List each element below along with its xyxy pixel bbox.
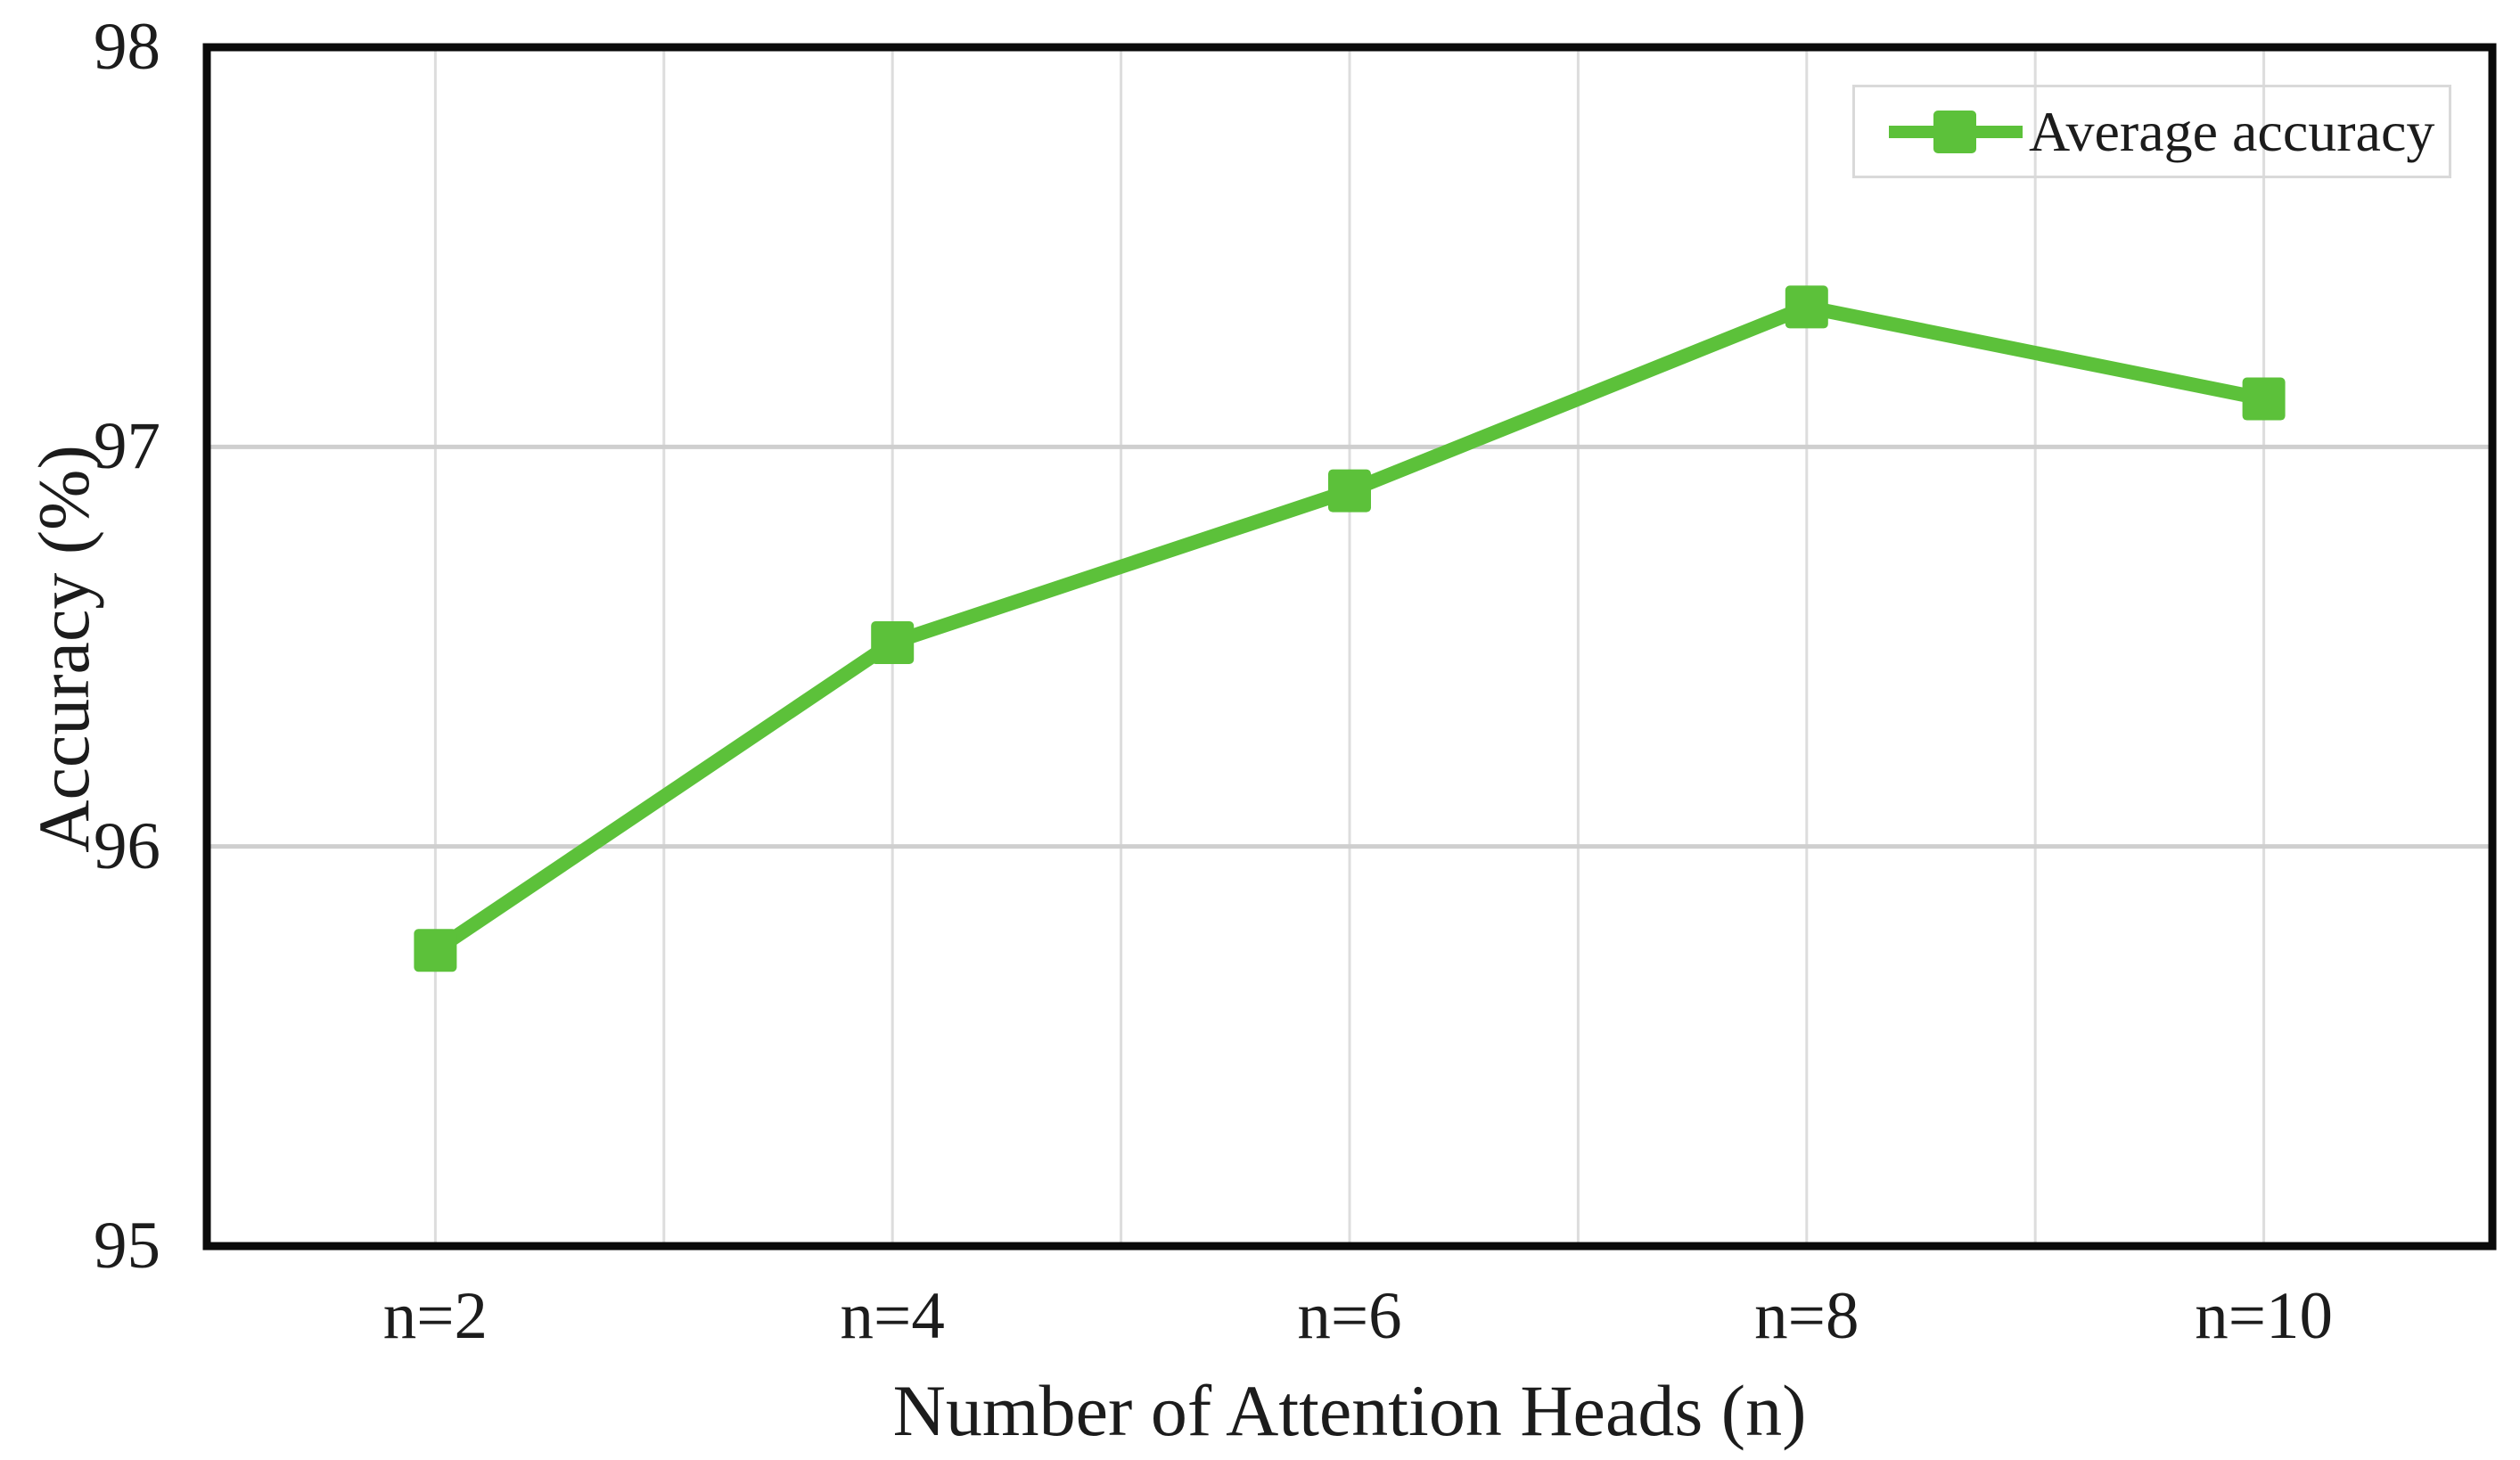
legend: Average accuracy <box>1852 85 2451 178</box>
y-axis-title: Accuracy (%) <box>23 445 104 853</box>
x-tick-label: n=2 <box>382 1279 488 1353</box>
legend-label: Average accuracy <box>2029 99 2435 163</box>
y-tick-label: 95 <box>94 1209 160 1283</box>
legend-line-marker-icon <box>1889 110 2023 153</box>
data-point-marker <box>414 929 457 972</box>
x-tick-label: n=10 <box>2195 1279 2333 1353</box>
data-point-marker <box>1785 285 1828 329</box>
data-point-marker <box>1328 469 1371 513</box>
plot-border <box>202 43 2497 1251</box>
y-tick-label: 96 <box>94 808 160 883</box>
x-axis-title: Number of Attention Heads (n) <box>892 1370 1807 1451</box>
x-tick-label: n=4 <box>840 1279 945 1353</box>
data-point-marker <box>2242 377 2286 421</box>
y-tick-label: 97 <box>94 409 160 484</box>
x-tick-label: n=8 <box>1754 1279 1859 1353</box>
y-tick-label: 98 <box>94 10 160 84</box>
x-tick-label: n=6 <box>1297 1279 1402 1353</box>
data-point-marker <box>871 621 915 665</box>
